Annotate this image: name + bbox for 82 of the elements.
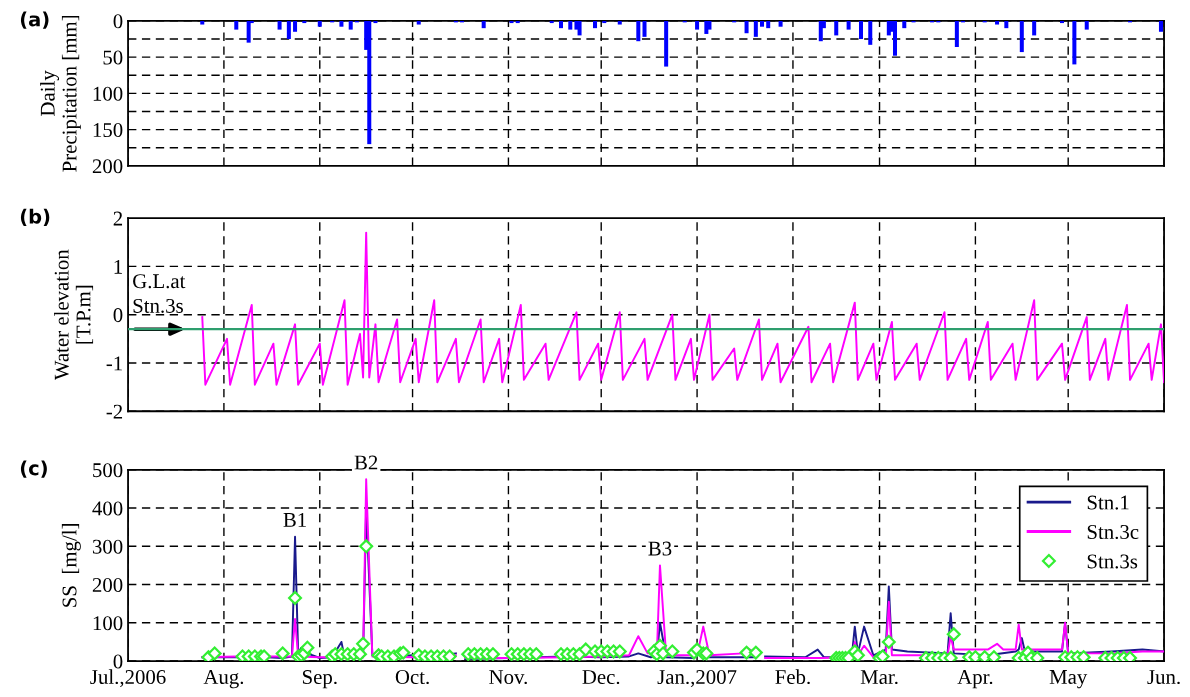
bar	[1019, 20, 1024, 53]
y-tick-label: 200	[92, 159, 123, 174]
bar	[1032, 20, 1037, 36]
chart-title: (b)	[20, 208, 50, 227]
bar	[834, 20, 839, 36]
bar	[246, 20, 251, 43]
x-tick-label: Mar.	[860, 670, 898, 685]
bar	[695, 20, 700, 30]
legend-label: Stn.1	[1087, 495, 1129, 510]
bar	[234, 20, 239, 30]
bar	[558, 20, 564, 29]
bar	[339, 20, 344, 27]
x-tick-label: Sep.	[302, 670, 337, 689]
bar	[744, 20, 749, 34]
y-tick-label: 50	[103, 50, 123, 65]
bar	[293, 20, 298, 32]
y-tick-label: 500	[93, 463, 123, 478]
bar	[995, 20, 1000, 25]
bar	[766, 20, 771, 29]
y-tick-label: -2	[106, 404, 123, 419]
bar	[1072, 20, 1077, 65]
bar	[858, 20, 863, 40]
bar	[954, 20, 959, 48]
bar	[1004, 20, 1009, 29]
ref-line-label: G.L.at Stn.3s	[133, 274, 186, 313]
bar	[577, 20, 582, 36]
y-tick-label: 150	[93, 123, 123, 138]
bar	[636, 20, 641, 42]
x-tick-label: Jun.	[1147, 670, 1180, 685]
chart-title: (c)	[20, 460, 47, 478]
bar	[902, 20, 907, 29]
x-tick-label: Aug.	[203, 670, 244, 689]
bar	[1084, 20, 1089, 30]
legend-label: Stn.3s	[1087, 554, 1138, 569]
y-tick-label: 400	[92, 501, 123, 516]
bar	[642, 20, 647, 37]
bar	[707, 20, 712, 30]
y-tick-label: 100	[93, 86, 123, 101]
bar	[593, 20, 598, 29]
bar	[200, 20, 205, 25]
x-tick-label: Dec.	[582, 670, 620, 685]
bar	[617, 20, 622, 25]
bar	[416, 20, 421, 25]
bar	[1158, 20, 1163, 32]
y-tick-label: 300	[92, 539, 123, 554]
bar	[277, 20, 282, 30]
y-tick-label: 0	[113, 308, 123, 323]
x-tick-label: Jan.,2007	[657, 669, 737, 688]
annotation: B3	[648, 541, 672, 556]
bar	[481, 20, 486, 29]
y-axis-title: Water elevation [T.P.m]	[54, 249, 94, 381]
y-tick-label: 2	[113, 211, 123, 226]
y-tick-label: 0	[113, 654, 123, 669]
y-tick-label: 0	[113, 14, 123, 29]
y-tick-label: -1	[106, 356, 122, 371]
bar	[753, 20, 758, 37]
x-tick-label: Jul.,2006	[90, 669, 166, 688]
x-tick-label: Apr.	[957, 670, 993, 689]
annotation: B2	[354, 455, 378, 470]
bar	[846, 20, 851, 30]
x-tick-label: May	[1049, 670, 1088, 689]
bar	[348, 20, 353, 30]
bar	[892, 20, 898, 56]
bar	[286, 20, 291, 40]
bar	[568, 20, 573, 30]
bar	[367, 20, 372, 145]
bar	[868, 20, 873, 45]
legend-label: Stn.3c	[1087, 525, 1139, 540]
x-tick-label: Oct.	[395, 670, 429, 685]
y-tick-label: 100	[93, 616, 123, 631]
y-tick-label: 200	[92, 577, 123, 592]
annotation: B1	[283, 512, 306, 527]
y-axis-title: SS [mg/l]	[61, 524, 81, 607]
bar	[778, 20, 783, 27]
y-tick-label: 1	[114, 259, 122, 274]
bar	[664, 20, 669, 67]
bar	[317, 20, 322, 27]
x-tick-label: Feb.	[775, 669, 810, 685]
line-series	[201, 231, 1165, 386]
x-tick-label: Nov.	[489, 670, 527, 685]
chart-title: (a)	[20, 11, 49, 29]
bar	[760, 20, 765, 27]
